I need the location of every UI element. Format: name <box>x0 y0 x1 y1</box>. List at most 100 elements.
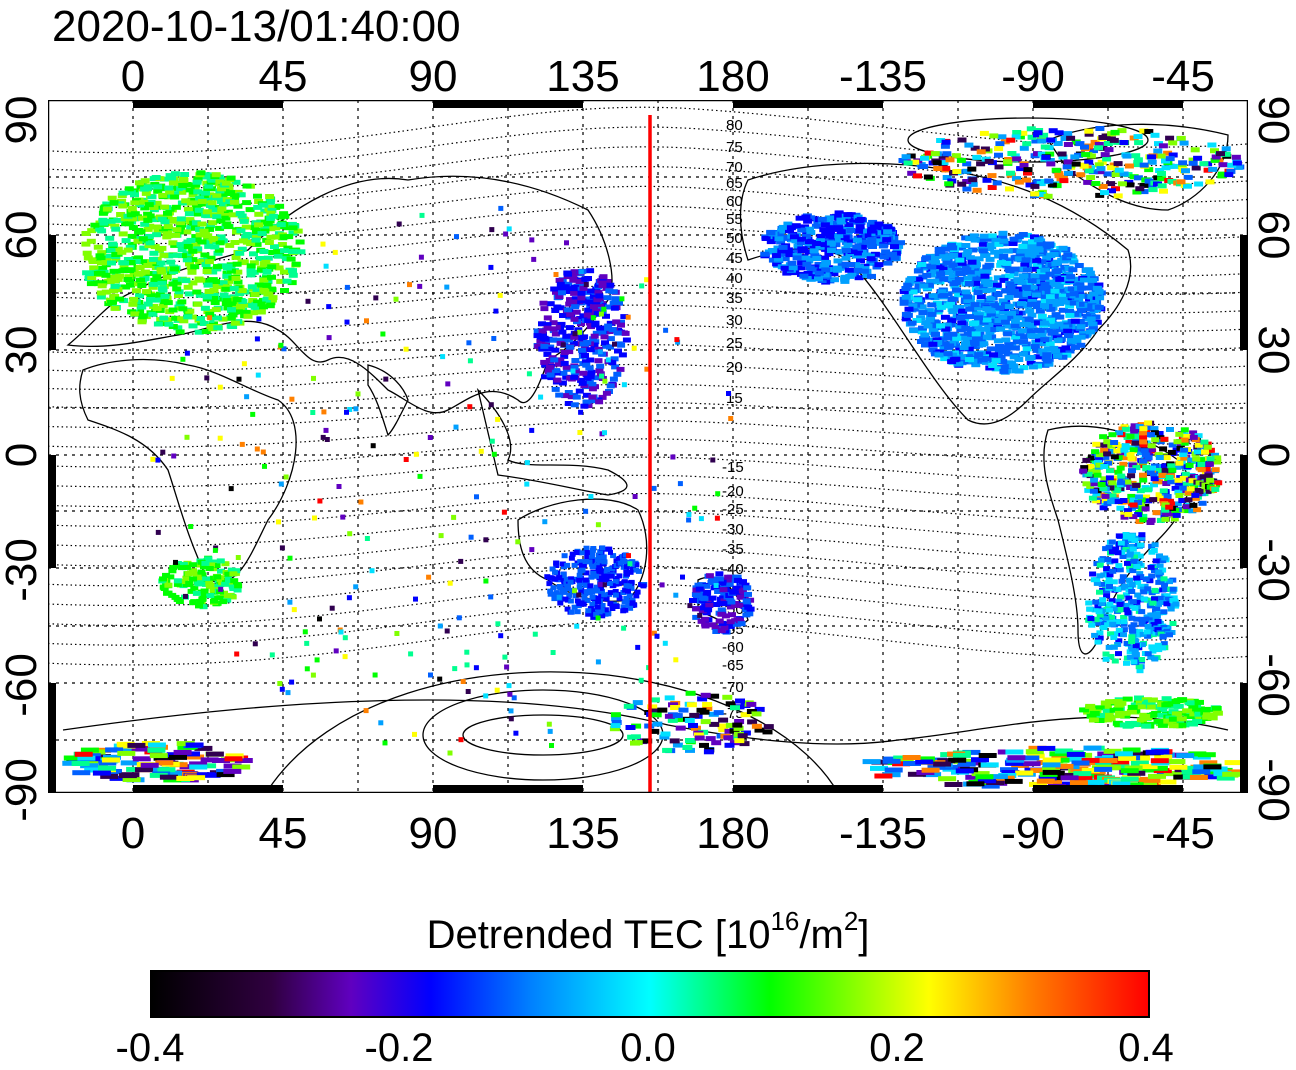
tec-patch <box>817 216 827 222</box>
tec-patch <box>593 297 602 303</box>
tec-patch <box>221 286 231 292</box>
tec-patch <box>998 309 1008 315</box>
tec-patch <box>206 583 215 588</box>
tec-patch <box>1039 290 1049 296</box>
tec-patch <box>932 160 942 166</box>
tec-patch <box>1204 473 1213 479</box>
tec-patch <box>1001 337 1011 343</box>
tec-patch <box>147 742 166 748</box>
tec-patch <box>1069 291 1079 297</box>
tec-patch <box>907 320 917 326</box>
tec-patch <box>809 248 819 254</box>
tec-patch <box>1163 150 1173 156</box>
tec-patch <box>1142 576 1150 582</box>
tec-patch <box>81 231 91 236</box>
tec-patch <box>1155 492 1164 498</box>
tec-patch <box>979 233 989 239</box>
tec-patch <box>1113 448 1122 454</box>
tec-patch <box>1063 328 1073 334</box>
tec-patch <box>1104 460 1113 466</box>
tec-patch <box>987 233 997 239</box>
tec-patch <box>139 245 149 251</box>
tec-patch <box>849 217 859 223</box>
tec-patch <box>890 244 899 250</box>
tec-patch <box>1173 439 1182 445</box>
tec-patch <box>1030 344 1040 349</box>
tec-patch <box>1154 627 1162 633</box>
tec-patch <box>1126 654 1134 660</box>
tec-patch <box>715 571 724 577</box>
tec-patch <box>963 248 973 254</box>
tec-patch <box>982 236 992 242</box>
tec-patch <box>1112 546 1120 552</box>
x-tick-top: 0 <box>120 52 146 101</box>
tec-patch <box>1129 568 1137 574</box>
tec-patch <box>1122 539 1129 545</box>
y-tick-right: -90 <box>1249 758 1296 822</box>
tec-patch <box>233 269 243 275</box>
tec-patch <box>962 186 972 192</box>
tec-patch <box>1147 564 1155 570</box>
tec-patch <box>1134 140 1144 146</box>
tec-patch <box>933 340 943 345</box>
tec-patch <box>577 377 586 383</box>
tec-patch <box>208 207 218 213</box>
tec-patch <box>241 309 251 315</box>
tec-patch <box>1189 502 1198 508</box>
tec-patch <box>819 227 829 233</box>
tec-patch <box>1110 454 1119 460</box>
tec-patch <box>187 197 197 203</box>
tec-patch <box>152 274 162 280</box>
tec-patch <box>941 165 951 171</box>
tec-patch <box>1117 594 1124 600</box>
tec-patch <box>927 264 937 270</box>
tec-patch <box>1188 478 1197 484</box>
tec-patch <box>846 262 856 267</box>
tec-patch <box>262 269 272 274</box>
tec-patch <box>1065 308 1074 314</box>
tec-patch <box>1186 486 1195 492</box>
tec-patch <box>1211 452 1219 458</box>
tec-patch <box>80 747 99 753</box>
tec-patch <box>582 577 589 583</box>
tec-patch <box>1166 632 1173 638</box>
tec-patch <box>1026 126 1036 132</box>
tec-patch <box>627 569 634 575</box>
tec-patch <box>138 215 148 221</box>
y-tick-left: -60 <box>0 653 46 717</box>
tec-patch <box>208 277 218 283</box>
tec-patch <box>1187 457 1196 463</box>
tec-patch <box>1168 140 1178 146</box>
tec-patch <box>625 602 632 608</box>
tec-patch <box>199 321 209 326</box>
tec-patch <box>867 228 876 234</box>
tec-patch <box>1171 711 1182 717</box>
tec-patch <box>1058 245 1068 251</box>
tec-patch <box>129 746 148 752</box>
tec-patch <box>581 595 588 601</box>
tec-patch <box>183 206 193 212</box>
tec-patch <box>821 231 831 237</box>
tec-patch <box>1103 712 1114 718</box>
tec-patch <box>152 232 162 238</box>
tec-patch <box>1006 137 1016 143</box>
tec-patch <box>623 595 630 601</box>
tec-patch <box>1107 654 1115 659</box>
tec-patch <box>998 230 1008 236</box>
tec-patch <box>1141 723 1152 729</box>
tec-patch <box>1090 481 1098 487</box>
tec-patch <box>1213 459 1222 465</box>
tec-patch <box>1097 751 1116 757</box>
tec-patch <box>986 295 996 301</box>
tec-patch <box>1113 707 1124 712</box>
tec-patch <box>265 303 275 309</box>
tec-patch <box>1128 639 1136 645</box>
tec-patch <box>583 375 592 381</box>
tec-patch <box>944 181 954 187</box>
tec-patch <box>584 554 591 560</box>
tec-patch <box>1038 285 1048 291</box>
tec-patch <box>1105 644 1113 650</box>
tec-patch <box>1159 600 1167 605</box>
tec-patch <box>180 172 190 177</box>
tec-patch <box>965 236 975 242</box>
